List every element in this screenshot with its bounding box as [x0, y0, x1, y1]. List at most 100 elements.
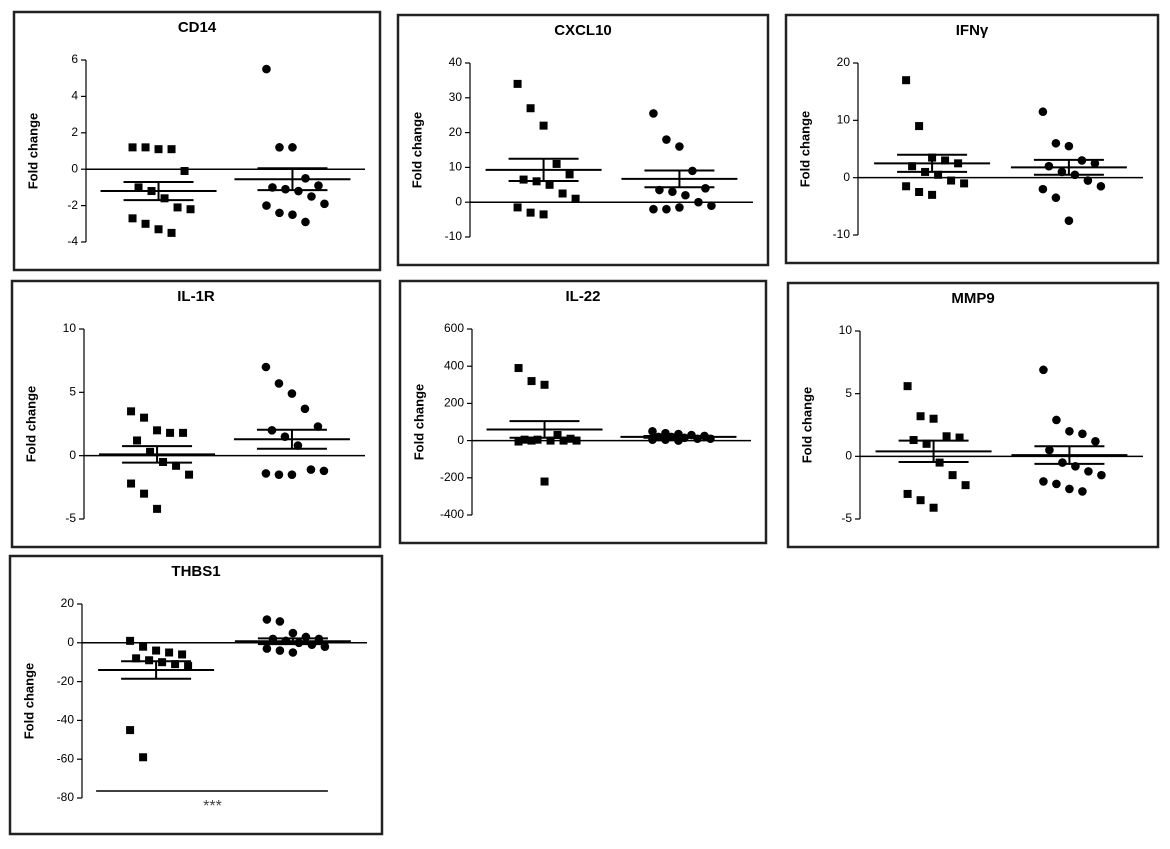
data-point — [955, 433, 964, 442]
y-tick-label: -60 — [57, 751, 75, 765]
data-point — [559, 436, 568, 445]
data-point — [513, 79, 522, 88]
data-point — [546, 436, 555, 445]
data-point — [184, 662, 193, 671]
y-axis-label: Fold change — [21, 663, 36, 740]
data-point — [526, 208, 535, 217]
panel-frame — [786, 281, 1160, 549]
data-point — [274, 379, 284, 388]
data-point — [929, 503, 938, 512]
data-point — [947, 176, 956, 185]
data-point — [314, 181, 323, 190]
y-tick-label: -2 — [67, 198, 78, 212]
data-point — [1044, 161, 1054, 171]
chart-title: IL-22 — [565, 288, 600, 305]
data-point — [545, 180, 554, 189]
data-point — [553, 431, 562, 440]
data-point — [262, 644, 272, 653]
data-point — [648, 427, 657, 436]
y-tick-label: -4 — [67, 234, 78, 248]
y-tick-label: 0 — [71, 161, 78, 175]
data-point — [275, 143, 284, 152]
data-point — [126, 636, 135, 645]
y-tick-label: 0 — [457, 433, 464, 447]
data-point — [275, 646, 285, 655]
y-tick-label: 40 — [449, 55, 463, 69]
data-point — [167, 228, 176, 237]
data-point — [1052, 415, 1061, 425]
y-axis-label: Fold change — [797, 111, 812, 188]
data-point — [171, 660, 180, 669]
y-axis-label: Fold change — [409, 112, 424, 189]
y-tick-label: 200 — [444, 396, 464, 410]
y-tick-label: 5 — [845, 386, 852, 400]
data-point — [681, 190, 690, 200]
data-point — [1078, 487, 1087, 496]
data-point — [288, 648, 298, 657]
data-point — [916, 496, 925, 505]
data-point — [139, 753, 148, 762]
y-tick-label: 20 — [61, 596, 75, 610]
data-point — [1051, 138, 1061, 148]
data-point — [649, 109, 658, 118]
chart-title: CXCL10 — [554, 22, 612, 39]
data-point — [520, 435, 529, 444]
y-tick-label: 10 — [63, 321, 77, 335]
data-point — [262, 64, 271, 74]
data-point — [514, 364, 523, 373]
y-tick-label: 10 — [449, 160, 463, 174]
data-point — [293, 441, 303, 450]
y-tick-label: -5 — [841, 511, 852, 525]
data-point — [526, 104, 535, 113]
data-point — [519, 175, 528, 184]
data-point — [572, 436, 581, 445]
chart-panel: IFNγ Fold change -10 0 10 20 — [784, 13, 1160, 265]
data-point — [140, 489, 149, 498]
y-tick-label: -400 — [440, 507, 464, 521]
data-point — [301, 217, 310, 227]
data-point — [1084, 467, 1093, 476]
chart-panel: IL-1R Fold change -5 0 5 10 — [10, 279, 382, 549]
data-point — [287, 389, 297, 398]
y-tick-label: 0 — [69, 448, 76, 462]
chart-panel: MMP9 Fold change -5 0 5 10 — [786, 281, 1160, 549]
y-tick-label: -10 — [833, 227, 851, 241]
data-point — [922, 439, 931, 448]
data-point — [1096, 181, 1106, 191]
data-point — [306, 465, 316, 474]
data-point — [707, 201, 716, 210]
data-point — [178, 650, 187, 659]
data-point — [1097, 470, 1106, 480]
y-tick-label: 20 — [837, 55, 851, 69]
data-point — [152, 646, 161, 655]
y-tick-label: 400 — [444, 358, 464, 372]
y-axis-label: Fold change — [23, 386, 38, 463]
panel-frame — [12, 10, 382, 272]
data-point — [313, 422, 323, 431]
y-tick-label: -20 — [57, 674, 75, 688]
data-point — [1090, 159, 1100, 168]
data-point — [127, 479, 136, 488]
data-point — [146, 447, 155, 456]
data-point — [540, 380, 549, 389]
panel-frame — [396, 13, 770, 267]
data-point — [128, 214, 137, 223]
data-point — [1039, 477, 1048, 486]
data-point — [649, 204, 658, 214]
y-tick-label: 2 — [71, 125, 78, 139]
data-point — [173, 203, 182, 212]
data-point — [1078, 429, 1087, 439]
y-tick-label: 600 — [444, 321, 464, 335]
y-axis-label: Fold change — [799, 387, 814, 464]
data-point — [274, 470, 284, 479]
y-axis-label: Fold change — [25, 113, 40, 190]
significance-label: *** — [203, 798, 222, 815]
data-point — [153, 426, 162, 435]
data-point — [565, 170, 574, 179]
data-point — [513, 203, 522, 212]
data-point — [141, 143, 150, 152]
data-point — [675, 203, 684, 212]
data-point — [908, 162, 917, 171]
chart-title: IL-1R — [177, 288, 215, 305]
y-tick-label: 30 — [449, 90, 463, 104]
